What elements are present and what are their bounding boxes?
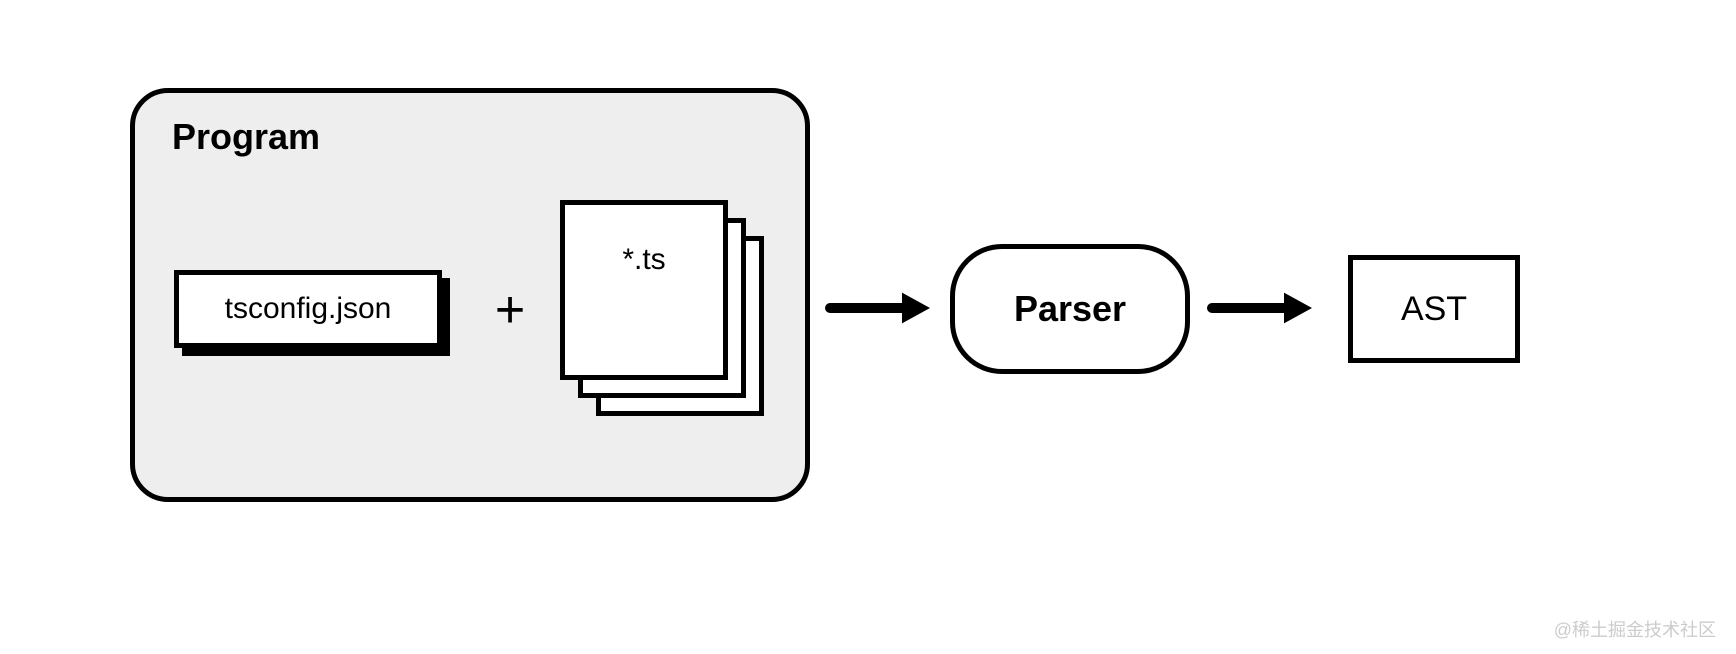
plus-symbol: + [480, 280, 540, 340]
ast-node: AST [1348, 255, 1520, 363]
file-front: *.ts [560, 200, 728, 380]
tsconfig-node: tsconfig.json [174, 270, 442, 348]
program-title: Program [172, 116, 320, 158]
ast-label: AST [1401, 290, 1467, 329]
parser-node: Parser [950, 244, 1190, 374]
tsconfig-label: tsconfig.json [225, 292, 392, 326]
file-label: *.ts [622, 243, 665, 277]
arrow-program-to-parser [796, 274, 964, 342]
diagram-canvas: Program tsconfig.json + *.ts Parser AST … [0, 0, 1736, 654]
plus-label: + [495, 280, 525, 340]
parser-label: Parser [1014, 288, 1126, 330]
watermark-text: @稀土掘金技术社区 [1554, 616, 1716, 642]
arrow-parser-to-ast [1178, 274, 1346, 342]
